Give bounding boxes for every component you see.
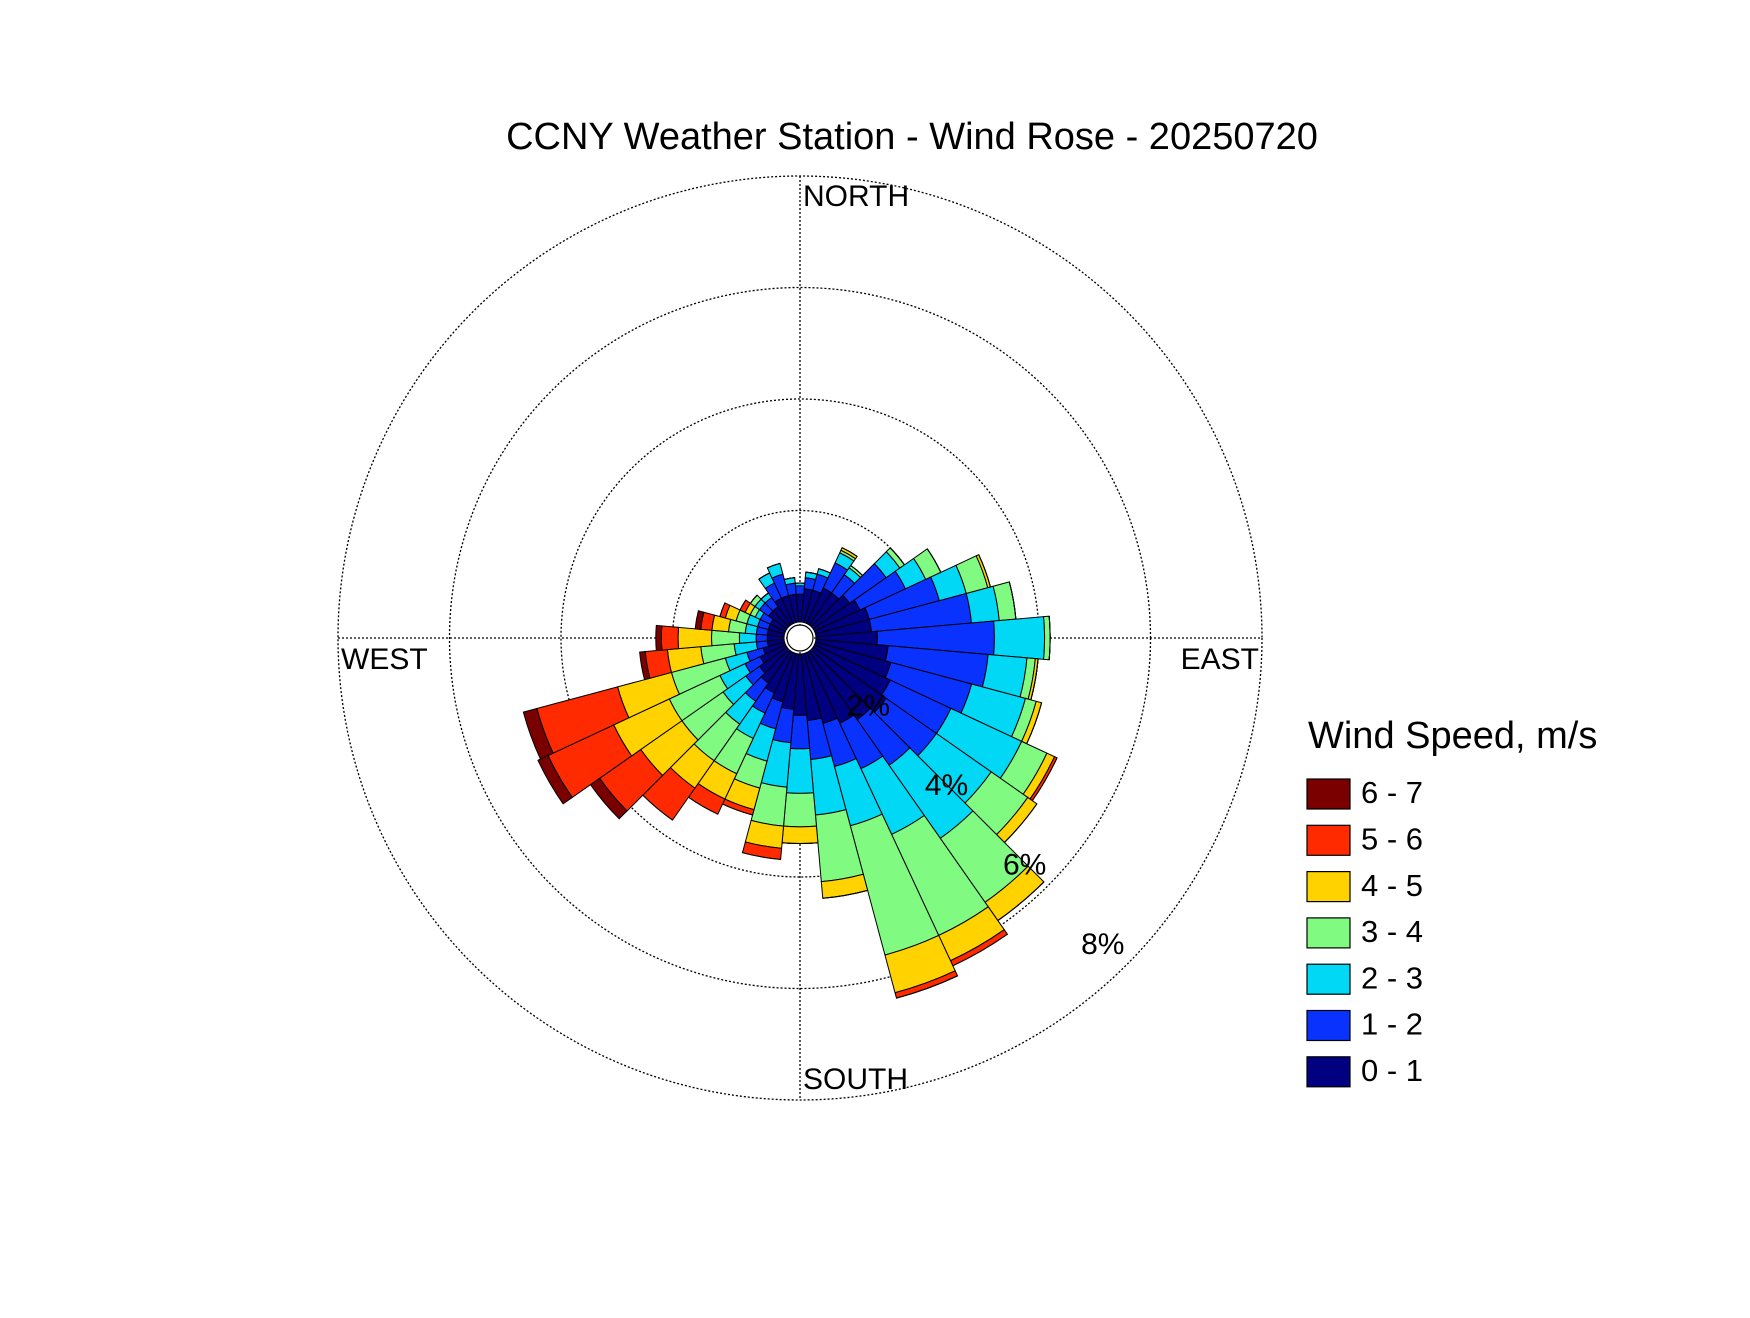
r-tick-label: 6% <box>1003 849 1046 882</box>
wind-sector <box>782 826 818 843</box>
legend-label: 5 - 6 <box>1361 821 1423 856</box>
legend-swatch <box>1307 918 1350 948</box>
wind-sector <box>994 617 1045 660</box>
legend-swatch <box>1307 1057 1350 1087</box>
wind-sector <box>784 793 817 827</box>
center-hole <box>787 625 813 651</box>
wind-sector <box>786 748 813 793</box>
legend-title: Wind Speed, m/s <box>1308 715 1597 757</box>
r-tick-label: 4% <box>925 769 968 802</box>
legend-label: 0 - 1 <box>1361 1053 1423 1088</box>
chart-title: CCNY Weather Station - Wind Rose - 20250… <box>506 116 1318 158</box>
r-tick-label: 2% <box>847 689 890 722</box>
legend-label: 4 - 5 <box>1361 868 1423 903</box>
legend-label: 6 - 7 <box>1361 775 1423 810</box>
wind-sector <box>678 627 712 648</box>
legend-swatch <box>1307 1011 1350 1041</box>
direction-label: EAST <box>1181 643 1259 676</box>
r-tick-label: 8% <box>1081 928 1124 961</box>
wind-sector <box>1044 616 1051 660</box>
direction-label: SOUTH <box>803 1063 908 1096</box>
legend-label: 1 - 2 <box>1361 1007 1423 1042</box>
wind-sector <box>661 626 678 650</box>
wind-sector <box>795 586 804 595</box>
direction-label: NORTH <box>803 180 909 213</box>
legend-label: 2 - 3 <box>1361 960 1423 995</box>
legend-swatch <box>1307 872 1350 902</box>
legend-label: 3 - 4 <box>1361 914 1423 949</box>
legend-swatch <box>1307 964 1350 994</box>
legend-swatch <box>1307 825 1350 855</box>
wind-sector <box>656 625 662 650</box>
direction-label: WEST <box>341 643 428 676</box>
legend-swatch <box>1307 779 1350 809</box>
